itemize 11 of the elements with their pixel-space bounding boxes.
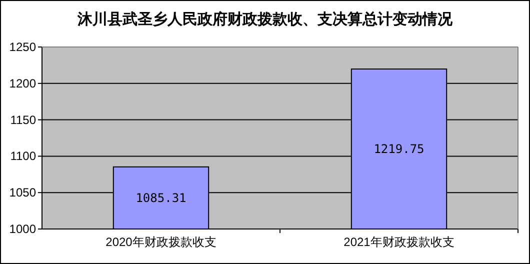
y-tick-label: 1150 — [10, 112, 36, 127]
chart-title: 沐川县武圣乡人民政府财政拨款收、支决算总计变动情况 — [76, 10, 454, 28]
y-tick-label: 1250 — [9, 40, 36, 54]
x-tick-label: 2020年财政拨款收支 — [106, 235, 216, 249]
x-tick-label: 2021年财政拨款收支 — [344, 235, 454, 249]
data-label: 1085.31 — [136, 190, 186, 205]
data-label: 1219.75 — [374, 142, 424, 156]
y-tick-label: 1100 — [10, 149, 36, 164]
y-tick-label: 1000 — [9, 222, 36, 236]
y-tick-label: 1050 — [9, 186, 36, 200]
y-tick-label: 1200 — [9, 76, 36, 90]
